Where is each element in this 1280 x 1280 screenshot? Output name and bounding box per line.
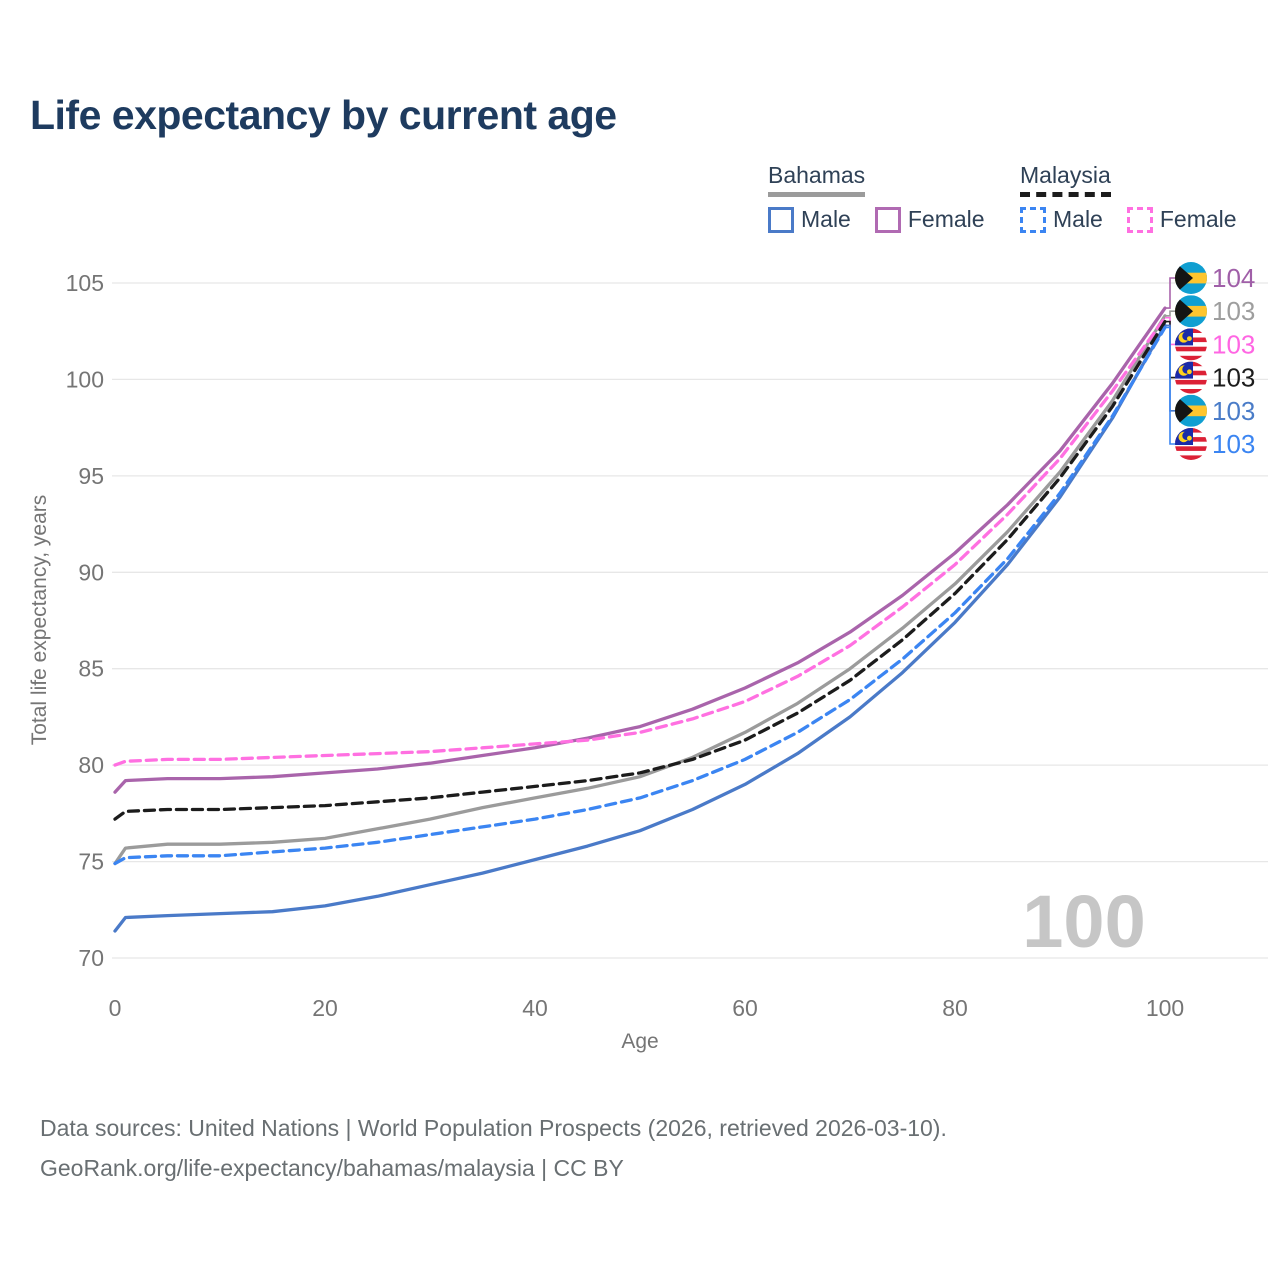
flag-icon-malaysia [1175, 361, 1207, 394]
y-axis-tick-105: 105 [66, 270, 104, 296]
flag-icon-bahamas [1175, 394, 1207, 427]
y-axis-tick-80: 80 [78, 752, 104, 778]
x-axis-tick-80: 80 [942, 995, 968, 1021]
legend-label-malaysia-female: Female [1159, 206, 1237, 232]
leader-line-bahamas-female [1165, 277, 1176, 309]
chart-title: Life expectancy by current age [30, 92, 617, 138]
x-axis-tick-100: 100 [1146, 995, 1184, 1021]
flag-icon-malaysia [1175, 328, 1207, 361]
legend-group-bahamas: Bahamas Male Female [768, 162, 1009, 233]
series-line-malaysia-female[interactable] [113, 316, 1167, 767]
x-axis-tick-0: 0 [109, 995, 122, 1021]
legend-label-bahamas-male: Male [801, 206, 851, 232]
series-end-label-malaysia: 103 [1212, 363, 1255, 393]
legend-item-malaysia-female[interactable]: Female [1126, 206, 1237, 233]
y-axis-tick-100: 100 [66, 366, 104, 392]
legend-item-bahamas-female[interactable]: Female [874, 206, 985, 233]
y-axis-tick-95: 95 [78, 463, 104, 489]
flag-icon-bahamas [1175, 295, 1207, 328]
footer-data-sources: Data sources: United Nations | World Pop… [40, 1115, 947, 1141]
footer: Data sources: United Nations | World Pop… [40, 1108, 947, 1188]
legend-item-malaysia-male[interactable]: Male [1020, 206, 1103, 233]
legend-label-malaysia-male: Male [1053, 206, 1103, 232]
series-end-label-bahamas-female: 104 [1212, 263, 1255, 293]
series-line-bahamas[interactable] [113, 314, 1167, 866]
y-axis-tick-90: 90 [78, 559, 104, 585]
x-axis-tick-40: 40 [522, 995, 548, 1021]
flag-icon-bahamas [1175, 262, 1207, 294]
series-end-label-malaysia-female: 103 [1212, 329, 1255, 359]
series-end-label-bahamas-male: 103 [1212, 396, 1255, 426]
series-end-label-bahamas: 103 [1212, 296, 1255, 326]
flag-icon-malaysia [1175, 428, 1207, 460]
series-end-label-malaysia-male: 103 [1212, 429, 1255, 459]
legend-swatch-bahamas-female [874, 206, 901, 233]
series-line-bahamas-male[interactable] [113, 323, 1167, 933]
legend-country-bahamas[interactable]: Bahamas [768, 162, 866, 197]
legend-swatch-malaysia-male [1020, 206, 1046, 233]
y-axis-label: Total life expectancy, years [28, 495, 51, 746]
y-axis-tick-75: 75 [78, 849, 104, 875]
legend-swatch-malaysia-female [1126, 206, 1153, 233]
legend-country-malaysia[interactable]: Malaysia [1020, 162, 1111, 197]
x-axis-label: Age [621, 1030, 658, 1053]
series-line-malaysia[interactable] [113, 319, 1167, 821]
legend-group-malaysia: Malaysia Male Female [1020, 162, 1261, 233]
leader-line-bahamas [1165, 310, 1176, 317]
y-axis-tick-70: 70 [78, 945, 104, 971]
legend-swatch-bahamas-male [768, 206, 794, 233]
legend-label-bahamas-female: Female [907, 206, 985, 232]
leader-line-malaysia-male [1165, 326, 1176, 445]
series-line-malaysia-male[interactable] [113, 325, 1167, 866]
x-axis-tick-20: 20 [312, 995, 338, 1021]
y-axis-tick-85: 85 [78, 656, 104, 682]
age-watermark: 100 [1022, 880, 1145, 963]
series-line-bahamas-female[interactable] [113, 306, 1167, 794]
legend-item-bahamas-male[interactable]: Male [768, 206, 851, 233]
footer-attribution: GeoRank.org/life-expectancy/bahamas/mala… [40, 1155, 624, 1181]
x-axis-tick-60: 60 [732, 995, 758, 1021]
